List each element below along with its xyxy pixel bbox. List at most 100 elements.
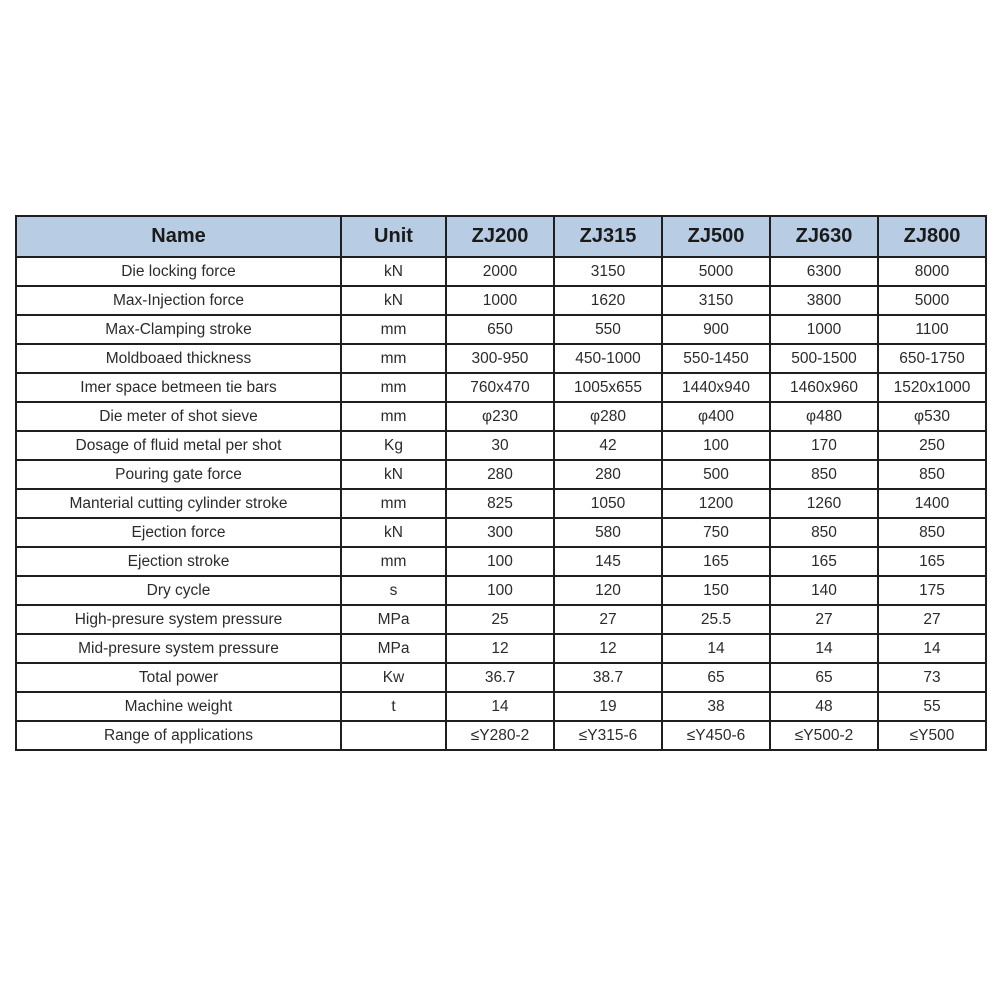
row-unit-cell: s [340, 575, 447, 606]
value-cell: 500-1500 [769, 343, 879, 374]
value-cell: 5000 [661, 256, 771, 287]
value-cell: 1460x960 [769, 372, 879, 403]
value-cell: 550-1450 [661, 343, 771, 374]
row-unit-cell [340, 720, 447, 751]
value-cell: 1440x940 [661, 372, 771, 403]
table-row: High-presure system pressure MPa 25 27 25.5 2… [15, 604, 987, 635]
value-cell: 760x470 [445, 372, 555, 403]
value-cell: 170 [769, 430, 879, 461]
value-cell: ≤Y315-6 [553, 720, 663, 751]
column-header-zj630: ZJ630 [769, 215, 879, 258]
value-cell: 27 [877, 604, 987, 635]
value-cell: 1620 [553, 285, 663, 316]
value-cell: φ400 [661, 401, 771, 432]
row-name-cell: Die meter of shot sieve [15, 401, 342, 432]
value-cell: 65 [769, 662, 879, 693]
column-header-zj200: ZJ200 [445, 215, 555, 258]
value-cell: 27 [769, 604, 879, 635]
value-cell: 580 [553, 517, 663, 548]
value-cell: 25.5 [661, 604, 771, 635]
value-cell: 450-1000 [553, 343, 663, 374]
value-cell: 1100 [877, 314, 987, 345]
value-cell: 12 [553, 633, 663, 664]
value-cell: 36.7 [445, 662, 555, 693]
value-cell: 280 [445, 459, 555, 490]
row-name-cell: Dry cycle [15, 575, 342, 606]
header-row: Name Unit ZJ200 ZJ315 ZJ500 ZJ630 ZJ800 [15, 215, 987, 258]
value-cell: 5000 [877, 285, 987, 316]
row-unit-cell: MPa [340, 633, 447, 664]
value-cell: 25 [445, 604, 555, 635]
table-row: Dosage of fluid metal per shot Kg 30 42 100 1… [15, 430, 987, 461]
value-cell: 1200 [661, 488, 771, 519]
row-unit-cell: kN [340, 256, 447, 287]
value-cell: 14 [661, 633, 771, 664]
row-name-cell: Dosage of fluid metal per shot [15, 430, 342, 461]
row-unit-cell: t [340, 691, 447, 722]
spec-table-body: Die locking force kN 2000 3150 5000 6300 8000 M… [15, 256, 987, 751]
row-unit-cell: Kw [340, 662, 447, 693]
value-cell: 650 [445, 314, 555, 345]
row-unit-cell: mm [340, 314, 447, 345]
row-name-cell: Ejection stroke [15, 546, 342, 577]
value-cell: 14 [769, 633, 879, 664]
row-unit-cell: mm [340, 488, 447, 519]
value-cell: 825 [445, 488, 555, 519]
table-row: Max-Clamping stroke mm 650 550 900 1000 1100 [15, 314, 987, 345]
table-row: Imer space betmeen tie bars mm 760x470 1005… [15, 372, 987, 403]
row-name-cell: Max-Clamping stroke [15, 314, 342, 345]
value-cell: 42 [553, 430, 663, 461]
value-cell: 14 [445, 691, 555, 722]
value-cell: 850 [877, 517, 987, 548]
value-cell: 750 [661, 517, 771, 548]
column-header-zj315: ZJ315 [553, 215, 663, 258]
table-row: Total power Kw 36.7 38.7 65 65 73 [15, 662, 987, 693]
value-cell: 550 [553, 314, 663, 345]
value-cell: 165 [769, 546, 879, 577]
table-row: Pouring gate force kN 280 280 500 850 850 [15, 459, 987, 490]
value-cell: 300-950 [445, 343, 555, 374]
value-cell: 19 [553, 691, 663, 722]
value-cell: 30 [445, 430, 555, 461]
value-cell: 73 [877, 662, 987, 693]
value-cell: ≤Y500 [877, 720, 987, 751]
column-header-name: Name [15, 215, 342, 258]
table-row: Mid-presure system pressure MPa 12 12 14 14 14 [15, 633, 987, 664]
value-cell: 145 [553, 546, 663, 577]
row-name-cell: Total power [15, 662, 342, 693]
value-cell: 850 [877, 459, 987, 490]
value-cell: 100 [445, 546, 555, 577]
value-cell: 1520x1000 [877, 372, 987, 403]
row-name-cell: Machine weight [15, 691, 342, 722]
row-name-cell: Range of applications [15, 720, 342, 751]
value-cell: 120 [553, 575, 663, 606]
value-cell: 38 [661, 691, 771, 722]
row-unit-cell: MPa [340, 604, 447, 635]
table-row: Ejection force kN 300 580 750 850 850 [15, 517, 987, 548]
value-cell: 650-1750 [877, 343, 987, 374]
row-unit-cell: mm [340, 546, 447, 577]
machine-spec-table: Name Unit ZJ200 ZJ315 ZJ500 ZJ630 ZJ800 … [15, 215, 987, 751]
value-cell: 14 [877, 633, 987, 664]
row-unit-cell: mm [340, 401, 447, 432]
table-row: Manterial cutting cylinder stroke mm 825 10… [15, 488, 987, 519]
value-cell: 65 [661, 662, 771, 693]
value-cell: φ280 [553, 401, 663, 432]
value-cell: 280 [553, 459, 663, 490]
table-row: Max-Injection force kN 1000 1620 3150 3800 500… [15, 285, 987, 316]
row-name-cell: Pouring gate force [15, 459, 342, 490]
column-header-zj500: ZJ500 [661, 215, 771, 258]
value-cell: 55 [877, 691, 987, 722]
row-name-cell: Moldboaed thickness [15, 343, 342, 374]
row-name-cell: High-presure system pressure [15, 604, 342, 635]
row-name-cell: Mid-presure system pressure [15, 633, 342, 664]
value-cell: 3800 [769, 285, 879, 316]
value-cell: ≤Y500-2 [769, 720, 879, 751]
value-cell: 165 [661, 546, 771, 577]
value-cell: 1050 [553, 488, 663, 519]
value-cell: 1000 [769, 314, 879, 345]
value-cell: φ530 [877, 401, 987, 432]
row-unit-cell: mm [340, 372, 447, 403]
value-cell: ≤Y280-2 [445, 720, 555, 751]
value-cell: 38.7 [553, 662, 663, 693]
